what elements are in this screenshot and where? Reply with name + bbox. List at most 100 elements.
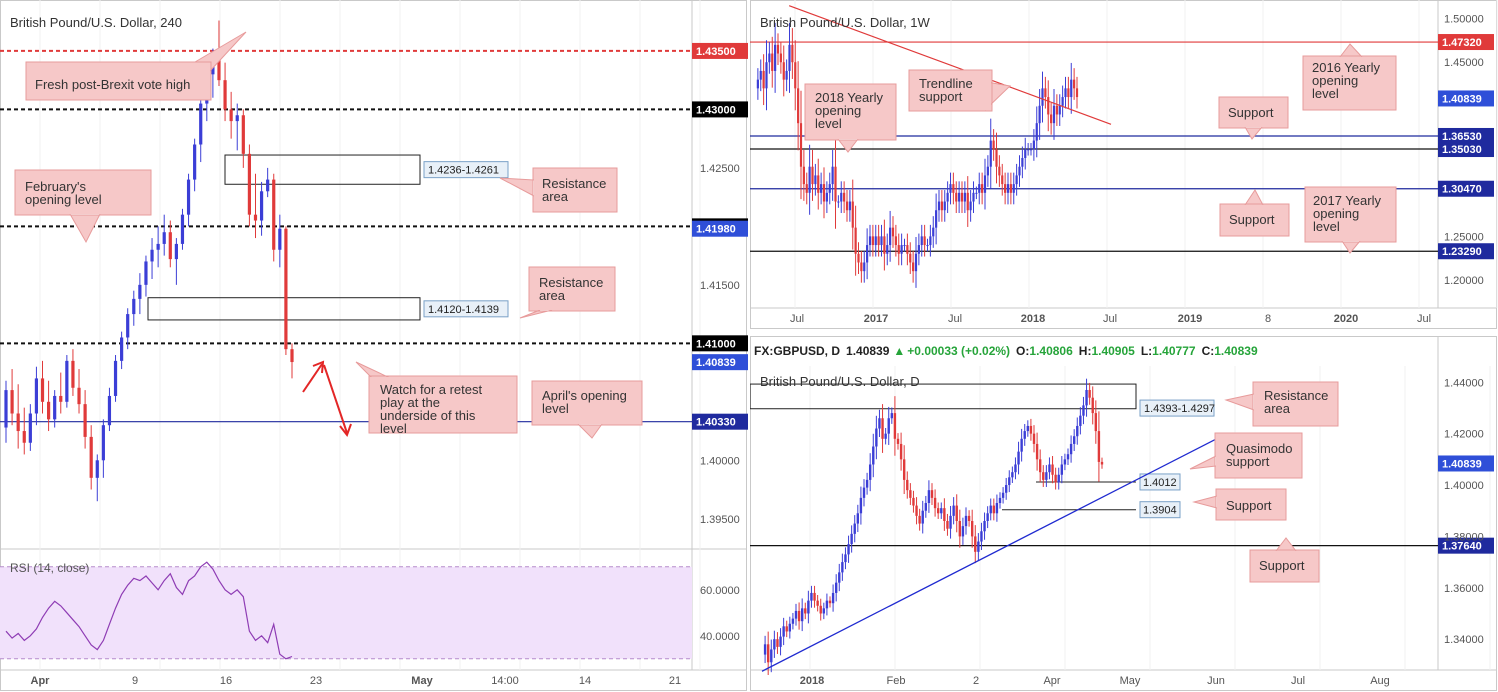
candle-body (241, 115, 245, 154)
candle-body (113, 360, 118, 396)
candle-body (1048, 464, 1051, 473)
rsi-line (5, 561, 293, 660)
candle-body (881, 418, 884, 439)
candle-body (1023, 431, 1026, 439)
x-tick-label: Apr (31, 675, 51, 687)
segment-label-box (1139, 501, 1181, 519)
x-tick-label: 14:00 (491, 675, 519, 687)
candle-body (1054, 474, 1057, 483)
candle-body (132, 298, 136, 315)
candle-body (871, 236, 874, 246)
candle-body (937, 201, 941, 211)
candle-body (1064, 88, 1067, 98)
price-tag (692, 335, 748, 352)
candle-body (1029, 425, 1033, 434)
candle-body (1011, 472, 1014, 478)
svg-text:Support: Support (1226, 498, 1272, 513)
price-tag (1438, 455, 1494, 472)
price-tag (1438, 34, 1494, 51)
candle-body (1004, 485, 1008, 493)
candle-body (828, 184, 831, 193)
candle-body (946, 521, 949, 529)
candle-body (868, 236, 872, 246)
y-tick-label: 1.38000 (1444, 531, 1484, 543)
candle-body (884, 433, 887, 439)
candle-body (1035, 443, 1039, 460)
candle-body (874, 236, 877, 246)
candle-body (1026, 425, 1030, 432)
candle-body (875, 428, 878, 447)
svg-text:Support: Support (1228, 105, 1274, 120)
candle-body (952, 184, 955, 193)
candle-body (1015, 175, 1018, 185)
candle-body (1001, 175, 1004, 185)
candle-body (193, 144, 197, 180)
candle-body (774, 44, 777, 71)
candle-body (998, 497, 1002, 504)
candle-body (902, 459, 906, 480)
x-tick-label: 2017 (864, 313, 888, 325)
candle-body (897, 245, 900, 254)
candle-body (1009, 184, 1012, 193)
candle-body (1051, 464, 1054, 475)
price-tag-label: 1.41980 (696, 224, 736, 236)
price-tag-label: 1.47320 (1442, 37, 1482, 49)
candle-body (940, 201, 943, 211)
candle-body (850, 533, 853, 545)
candle-body (960, 192, 964, 202)
candle-body (1017, 451, 1020, 465)
price-tag (1438, 141, 1494, 158)
y-tick-label: 1.34000 (1444, 634, 1484, 646)
candle-body (1057, 474, 1060, 483)
candle-body (840, 192, 843, 202)
candle-body (95, 460, 99, 478)
candle-body (992, 140, 995, 150)
candle-body (854, 227, 857, 254)
candle-body (89, 436, 93, 478)
candle-body (40, 378, 45, 402)
candle-body (983, 521, 986, 532)
x-tick-label: Jun (1207, 675, 1225, 687)
h4-chart: 1.4236-1.4261 1.4120-1.4139 1.43500 1.4300… (0, 0, 748, 691)
candle-body (28, 413, 32, 443)
candle-body (1004, 184, 1007, 193)
x-tick-label: May (411, 675, 433, 687)
candle-body (791, 618, 795, 624)
candle-body (837, 201, 840, 203)
candle-body (906, 479, 909, 491)
candle-body (782, 626, 785, 637)
candle-body (894, 236, 897, 246)
candle-body (1041, 88, 1044, 106)
candle-body (1050, 114, 1053, 124)
candle-body (980, 531, 983, 542)
candle-body (853, 523, 856, 534)
zone-box (750, 383, 1137, 410)
candle-body (1029, 149, 1033, 151)
candle-body (773, 639, 776, 650)
candle-body (1066, 454, 1070, 460)
candle-body (924, 503, 928, 511)
candle-body (101, 425, 105, 461)
candle-body (1060, 464, 1064, 475)
price-tag-label: 1.23290 (1442, 246, 1482, 258)
candle-body (986, 513, 989, 521)
zone-label-box (423, 161, 509, 179)
candle-body (782, 62, 785, 80)
candle-body (768, 53, 771, 63)
x-tick-label: 21 (669, 675, 681, 687)
price-tag (692, 42, 748, 59)
candle-body (930, 490, 934, 498)
candle-body (804, 608, 807, 614)
candle-body (1085, 389, 1088, 406)
candle-body (865, 479, 869, 488)
price-tag-label: 1.37640 (1442, 541, 1482, 553)
candle-body (856, 513, 860, 524)
y-tick-label: 1.40000 (1444, 480, 1484, 492)
candle-body (788, 44, 791, 71)
candle-body (961, 526, 965, 537)
zone-label: 1.4393-1.4297 (1144, 403, 1215, 415)
price-tag (1438, 180, 1494, 197)
candle-body (805, 184, 808, 193)
candle-body (918, 515, 921, 524)
